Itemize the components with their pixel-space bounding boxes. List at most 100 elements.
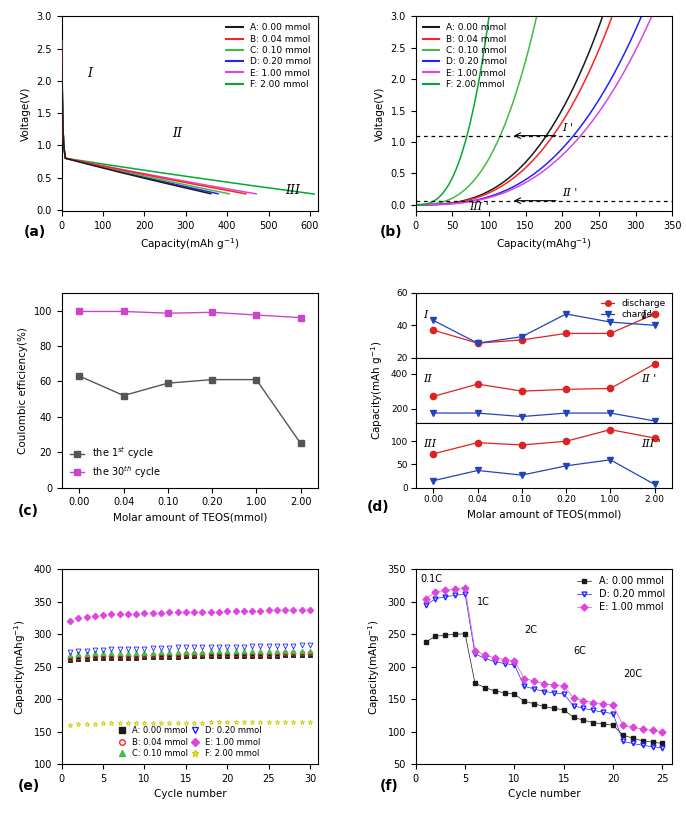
A: 0.00 mmol: (17, 118): 0.00 mmol: (17, 118)	[580, 715, 588, 725]
Text: (c): (c)	[18, 504, 39, 518]
D: 0.20 mmol: (16, 140): 0.20 mmol: (16, 140)	[569, 701, 578, 711]
E: 1.00 mmol: (8, 214): 1.00 mmol: (8, 214)	[490, 653, 499, 663]
D: 0.20 mmol: (12, 166): 0.20 mmol: (12, 166)	[530, 684, 539, 693]
A: 0.00 mmol: (2, 247): 0.00 mmol: (2, 247)	[431, 632, 440, 641]
D: 0.20 mmol: (7, 213): 0.20 mmol: (7, 213)	[481, 654, 489, 663]
E: 1.00 mmol: (11, 182): 1.00 mmol: (11, 182)	[520, 674, 528, 684]
E: 1.00 mmol: (9, 211): 1.00 mmol: (9, 211)	[500, 654, 508, 664]
E: 1.00 mmol: (10, 209): 1.00 mmol: (10, 209)	[510, 656, 519, 666]
Text: I ': I '	[641, 310, 652, 320]
A: 0.00 mmol: (25, 82): 0.00 mmol: (25, 82)	[659, 738, 667, 748]
E: 1.00 mmol: (1, 305): 1.00 mmol: (1, 305)	[421, 593, 429, 603]
D: 0.20 mmol: (25, 75): 0.20 mmol: (25, 75)	[659, 743, 667, 753]
X-axis label: Molar amount of TEOS(mmol): Molar amount of TEOS(mmol)	[467, 510, 622, 520]
E: 1.00 mmol: (23, 104): 1.00 mmol: (23, 104)	[639, 724, 647, 734]
E: 1.00 mmol: (18, 145): 1.00 mmol: (18, 145)	[589, 698, 598, 707]
E: 1.00 mmol: (25, 100): 1.00 mmol: (25, 100)	[659, 727, 667, 737]
Line: A: 0.00 mmol: A: 0.00 mmol	[423, 631, 665, 746]
A: 0.00 mmol: (3, 249): 0.00 mmol: (3, 249)	[441, 630, 449, 640]
the 30$^{th}$ cycle	[164, 308, 172, 318]
D: 0.20 mmol: (14, 160): 0.20 mmol: (14, 160)	[549, 688, 558, 698]
A: 0.00 mmol: (20, 110): 0.00 mmol: (20, 110)	[609, 720, 617, 730]
D: 0.20 mmol: (9, 205): 0.20 mmol: (9, 205)	[500, 659, 508, 668]
Y-axis label: Capacity(mAhg$^{-1}$): Capacity(mAhg$^{-1}$)	[12, 619, 28, 715]
the 30$^{th}$ cycle	[208, 307, 216, 317]
A: 0.00 mmol: (9, 160): 0.00 mmol: (9, 160)	[500, 688, 508, 698]
D: 0.20 mmol: (4, 310): 0.20 mmol: (4, 310)	[451, 590, 460, 600]
Text: I ': I '	[563, 123, 573, 133]
Text: (f): (f)	[380, 779, 399, 793]
A: 0.00 mmol: (11, 147): 0.00 mmol: (11, 147)	[520, 697, 528, 706]
the 30$^{th}$ cycle	[252, 310, 261, 320]
Legend: discharge, charge: discharge, charge	[599, 298, 667, 321]
X-axis label: Cycle number: Cycle number	[508, 789, 580, 799]
A: 0.00 mmol: (22, 90): 0.00 mmol: (22, 90)	[628, 733, 637, 743]
A: 0.00 mmol: (10, 158): 0.00 mmol: (10, 158)	[510, 689, 519, 699]
Y-axis label: Coulombic efficiency(%): Coulombic efficiency(%)	[18, 327, 28, 454]
A: 0.00 mmol: (6, 175): 0.00 mmol: (6, 175)	[471, 678, 479, 688]
A: 0.00 mmol: (21, 95): 0.00 mmol: (21, 95)	[619, 730, 627, 740]
D: 0.20 mmol: (20, 128): 0.20 mmol: (20, 128)	[609, 709, 617, 719]
A: 0.00 mmol: (12, 143): 0.00 mmol: (12, 143)	[530, 699, 539, 709]
X-axis label: Molar amount of TEOS(mmol): Molar amount of TEOS(mmol)	[113, 513, 267, 523]
Text: II: II	[172, 127, 182, 140]
Text: III: III	[285, 184, 300, 197]
the 1$^{st}$ cycle	[208, 375, 216, 385]
the 30$^{th}$ cycle	[296, 313, 305, 323]
E: 1.00 mmol: (16, 152): 1.00 mmol: (16, 152)	[569, 693, 578, 703]
Legend: the 1$^{st}$ cycle, the 30$^{th}$ cycle: the 1$^{st}$ cycle, the 30$^{th}$ cycle	[67, 442, 163, 483]
A: 0.00 mmol: (13, 139): 0.00 mmol: (13, 139)	[540, 702, 548, 711]
Line: D: 0.20 mmol: D: 0.20 mmol	[423, 592, 665, 750]
D: 0.20 mmol: (15, 158): 0.20 mmol: (15, 158)	[560, 689, 568, 699]
Text: 6C: 6C	[573, 646, 587, 656]
the 1$^{st}$ cycle	[75, 372, 84, 381]
E: 1.00 mmol: (3, 318): 1.00 mmol: (3, 318)	[441, 585, 449, 595]
Y-axis label: Voltage(V): Voltage(V)	[375, 86, 385, 141]
A: 0.00 mmol: (16, 122): 0.00 mmol: (16, 122)	[569, 712, 578, 723]
Text: 0.1C: 0.1C	[421, 575, 442, 585]
Line: E: 1.00 mmol: E: 1.00 mmol	[423, 585, 665, 734]
X-axis label: Capacity(mAhg$^{-1}$): Capacity(mAhg$^{-1}$)	[496, 237, 592, 252]
D: 0.20 mmol: (11, 170): 0.20 mmol: (11, 170)	[520, 681, 528, 691]
X-axis label: Capacity(mAh g$^{-1}$): Capacity(mAh g$^{-1}$)	[141, 237, 239, 252]
Legend: A: 0.00 mmol, B: 0.04 mmol, C: 0.10 mmol, D: 0.20 mmol, E: 1.00 mmol, F: 2.00 mm: A: 0.00 mmol, B: 0.04 mmol, C: 0.10 mmol…	[224, 21, 314, 92]
D: 0.20 mmol: (22, 82): 0.20 mmol: (22, 82)	[628, 738, 637, 748]
A: 0.00 mmol: (14, 136): 0.00 mmol: (14, 136)	[549, 703, 558, 713]
D: 0.20 mmol: (13, 162): 0.20 mmol: (13, 162)	[540, 687, 548, 697]
Legend: A: 0.00 mmol, B: 0.04 mmol, C: 0.10 mmol, D: 0.20 mmol, E: 1.00 mmol, F: 2.00 mm: A: 0.00 mmol, B: 0.04 mmol, C: 0.10 mmol…	[117, 724, 263, 760]
Text: III ': III '	[641, 439, 661, 450]
the 1$^{st}$ cycle	[252, 375, 261, 385]
E: 1.00 mmol: (5, 322): 1.00 mmol: (5, 322)	[461, 583, 469, 593]
E: 1.00 mmol: (20, 141): 1.00 mmol: (20, 141)	[609, 700, 617, 710]
Text: II: II	[423, 375, 432, 385]
Text: 20C: 20C	[623, 668, 642, 679]
A: 0.00 mmol: (8, 163): 0.00 mmol: (8, 163)	[490, 686, 499, 696]
D: 0.20 mmol: (21, 85): 0.20 mmol: (21, 85)	[619, 737, 627, 746]
Text: II ': II '	[563, 188, 578, 198]
D: 0.20 mmol: (24, 77): 0.20 mmol: (24, 77)	[648, 741, 657, 751]
Text: 2C: 2C	[524, 625, 537, 635]
Text: (d): (d)	[367, 500, 390, 514]
D: 0.20 mmol: (10, 203): 0.20 mmol: (10, 203)	[510, 660, 519, 670]
E: 1.00 mmol: (7, 218): 1.00 mmol: (7, 218)	[481, 650, 489, 660]
E: 1.00 mmol: (4, 320): 1.00 mmol: (4, 320)	[451, 584, 460, 593]
D: 0.20 mmol: (18, 133): 0.20 mmol: (18, 133)	[589, 706, 598, 715]
E: 1.00 mmol: (2, 315): 1.00 mmol: (2, 315)	[431, 587, 440, 597]
the 30$^{th}$ cycle	[75, 307, 84, 316]
D: 0.20 mmol: (8, 208): 0.20 mmol: (8, 208)	[490, 657, 499, 667]
D: 0.20 mmol: (3, 308): 0.20 mmol: (3, 308)	[441, 592, 449, 602]
E: 1.00 mmol: (6, 225): 1.00 mmol: (6, 225)	[471, 646, 479, 655]
E: 1.00 mmol: (14, 172): 1.00 mmol: (14, 172)	[549, 680, 558, 690]
D: 0.20 mmol: (6, 220): 0.20 mmol: (6, 220)	[471, 649, 479, 659]
Line: the 1$^{st}$ cycle: the 1$^{st}$ cycle	[76, 372, 304, 447]
X-axis label: Cycle number: Cycle number	[154, 789, 226, 799]
A: 0.00 mmol: (15, 134): 0.00 mmol: (15, 134)	[560, 705, 568, 715]
D: 0.20 mmol: (23, 79): 0.20 mmol: (23, 79)	[639, 741, 647, 750]
E: 1.00 mmol: (24, 102): 1.00 mmol: (24, 102)	[648, 725, 657, 735]
Legend: A: 0.00 mmol, B: 0.04 mmol, C: 0.10 mmol, D: 0.20 mmol, E: 1.00 mmol, F: 2.00 mm: A: 0.00 mmol, B: 0.04 mmol, C: 0.10 mmol…	[421, 21, 510, 92]
Y-axis label: Capacity(mAhg$^{-1}$): Capacity(mAhg$^{-1}$)	[366, 619, 382, 715]
E: 1.00 mmol: (13, 174): 1.00 mmol: (13, 174)	[540, 679, 548, 689]
E: 1.00 mmol: (17, 148): 1.00 mmol: (17, 148)	[580, 696, 588, 706]
A: 0.00 mmol: (7, 168): 0.00 mmol: (7, 168)	[481, 683, 489, 693]
Text: I: I	[423, 310, 428, 320]
